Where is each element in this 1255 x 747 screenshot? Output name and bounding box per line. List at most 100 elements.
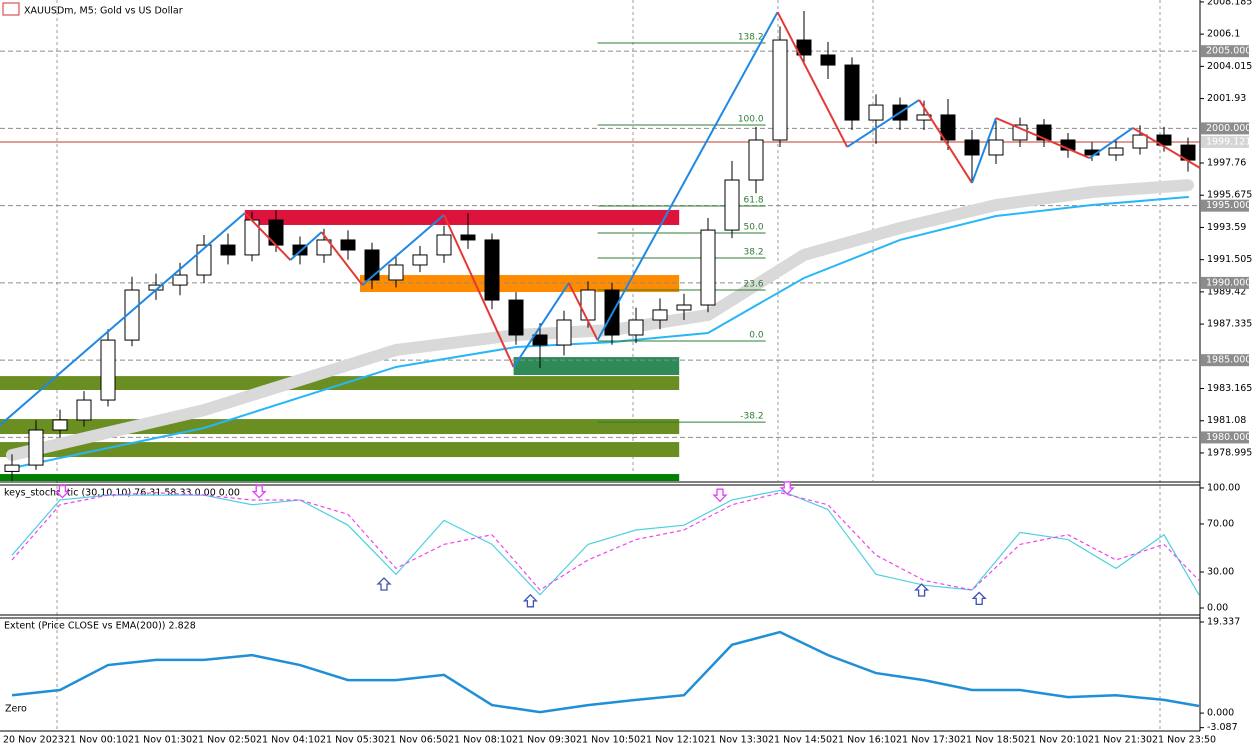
candle-body (100, 339, 116, 401)
y-tick-label: 2001.93 (1207, 93, 1246, 104)
zigzag (567, 282, 599, 341)
x-tick-label: 21 Nov 01:30 (128, 735, 192, 746)
candle-body (820, 54, 836, 66)
candle-body (724, 179, 740, 231)
y-tick-label: 1995.675 (1207, 190, 1252, 201)
zigzag (244, 212, 292, 261)
signal-arrow (971, 591, 987, 606)
current-price-label: 1999.121 (1206, 136, 1251, 147)
fib-label: 50.0 (744, 223, 764, 233)
zone (244, 209, 680, 225)
zone (0, 442, 680, 458)
zigzag (846, 99, 920, 148)
x-tick-label: 21 Nov 10:50 (576, 735, 640, 746)
y-tick-label: 1991.505 (1207, 254, 1252, 265)
signal-arrow (914, 583, 930, 597)
candle-body (388, 264, 404, 281)
candle-body (940, 114, 956, 141)
zigzag (1132, 127, 1201, 169)
candle-body (292, 244, 308, 256)
zone (0, 474, 680, 481)
signal-arrow (54, 484, 70, 499)
fib-label: 138.2 (738, 32, 764, 42)
x-tick-label: 21 Nov 20:10 (1024, 735, 1088, 746)
y-tick-label: 0.00 (1207, 602, 1228, 613)
x-tick-label: 21 Nov 06:50 (384, 735, 448, 746)
y-tick-label: 2006.1 (1207, 29, 1240, 40)
candle-body (628, 319, 644, 336)
y-tick-label: 70.00 (1207, 518, 1234, 529)
x-tick-label: 21 Nov 23:50 (1152, 735, 1216, 746)
signal-arrow (251, 484, 267, 499)
candle-body (868, 104, 884, 121)
price-level-label: 1985.000 (1206, 355, 1251, 366)
x-tick-label: 21 Nov 21:30 (1088, 735, 1152, 746)
x-tick-label: 21 Nov 14:50 (768, 735, 832, 746)
candle-body (772, 39, 788, 141)
price-level-label: 1990.000 (1206, 277, 1251, 288)
price-level-box (1201, 45, 1249, 58)
candle-body (484, 239, 500, 301)
candle-body (652, 309, 668, 321)
x-tick-label: 21 Nov 17:30 (896, 735, 960, 746)
zone (513, 357, 680, 376)
chart-title: XAUUSDm, M5: Gold vs US Dollar (24, 6, 183, 17)
price-level-label: 2005.000 (1206, 46, 1251, 57)
x-tick-label: 21 Nov 04:10 (256, 735, 320, 746)
candle-body (964, 139, 980, 156)
fib-label: 0.0 (749, 331, 764, 341)
x-tick-label: 21 Nov 12:10 (640, 735, 704, 746)
fib-label: 100.0 (738, 115, 764, 125)
zero-label: Zero (5, 704, 27, 715)
zigzag (289, 231, 323, 261)
candle-body (76, 399, 92, 421)
price-level-box (1201, 276, 1249, 289)
candle-body (172, 274, 188, 286)
y-tick-label: -3.087 (1207, 722, 1238, 733)
price-level-box (1201, 354, 1249, 367)
candle-body (844, 64, 860, 121)
signal-arrow (376, 577, 392, 591)
y-tick-label: 19.337 (1207, 617, 1240, 628)
x-tick-label: 21 Nov 16:10 (832, 735, 896, 746)
fib-label: 61.8 (744, 195, 764, 205)
candle-body (124, 289, 140, 341)
price-level-box (1201, 431, 1249, 444)
candle-body (28, 429, 44, 466)
y-tick-label: 1987.335 (1207, 319, 1252, 330)
candle-body (532, 334, 548, 346)
y-tick-label: 2004.015 (1207, 61, 1252, 72)
y-tick-label: 0.000 (1207, 708, 1234, 719)
x-tick-label: 21 Nov 00:10 (64, 735, 128, 746)
y-tick-label: 30.00 (1207, 566, 1234, 577)
moving-average (6, 179, 1194, 462)
zone (360, 275, 680, 293)
candle-body (556, 319, 572, 346)
zigzag (918, 99, 973, 184)
candle-body (316, 239, 332, 256)
y-tick-label: 1997.76 (1207, 158, 1246, 169)
candle-body (580, 289, 596, 321)
x-tick-label: 21 Nov 05:30 (320, 735, 384, 746)
candle-body (676, 304, 692, 311)
candle-body (364, 249, 380, 281)
candle-body (700, 229, 716, 306)
indicator-title: Extent (Price CLOSE vs EMA(200)) 2.828 (4, 621, 196, 632)
candle-body (1156, 134, 1172, 146)
indicator-line (11, 489, 1200, 596)
fib-label: 38.2 (744, 248, 764, 258)
signal-arrow (522, 593, 538, 608)
y-tick-label: 1983.165 (1207, 383, 1252, 394)
zigzag (320, 231, 364, 286)
zigzag (0, 212, 246, 426)
moving-average (11, 196, 1189, 470)
y-tick-label: 1989.42 (1207, 286, 1246, 297)
candle-body (1108, 147, 1124, 156)
y-tick-label: 1993.59 (1207, 222, 1246, 233)
zigzag (512, 282, 570, 368)
candle-body (988, 139, 1004, 156)
current-price-box (1201, 135, 1249, 148)
indicator-line (11, 492, 1200, 591)
indicator-title: keys_stochastic (30,10,10) 76.31 58.33 0… (4, 488, 240, 499)
